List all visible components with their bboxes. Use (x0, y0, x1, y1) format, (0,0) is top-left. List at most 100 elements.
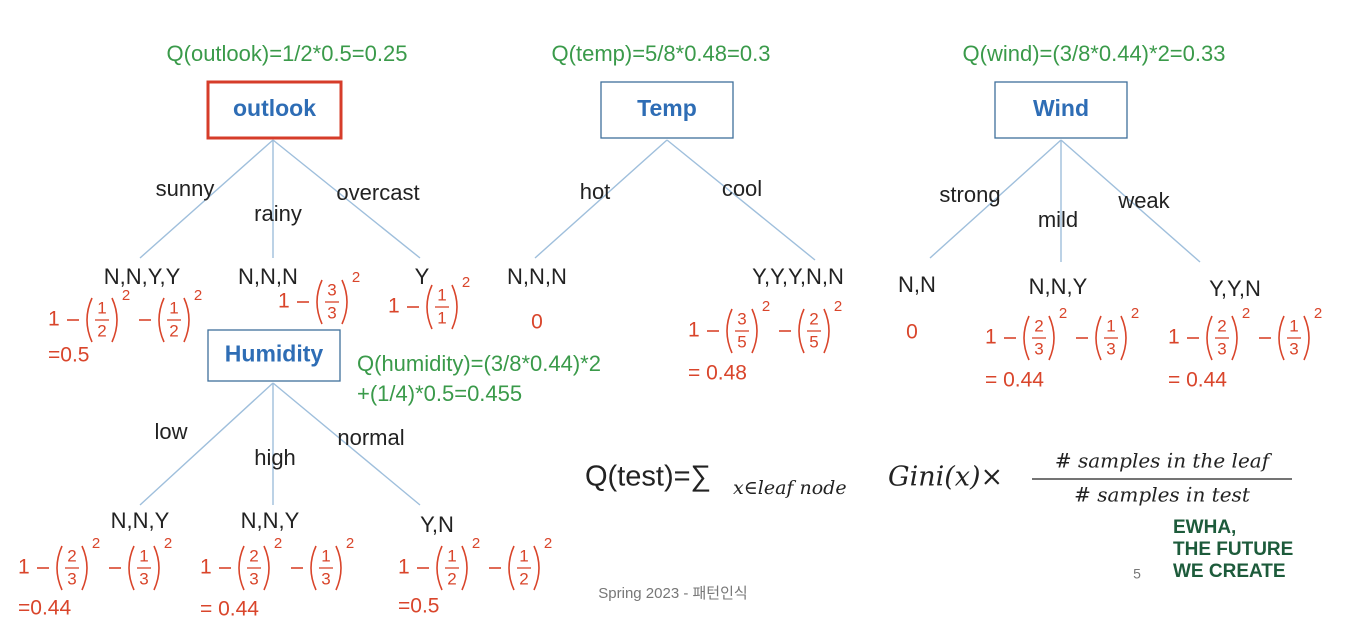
branch-label: rainy (254, 201, 302, 226)
paren (508, 545, 515, 591)
paren (461, 545, 468, 591)
leaf-label: Y,N (420, 512, 454, 537)
leaf-label: N,N,N (238, 264, 298, 289)
formula-denominator: # samples in test (1074, 483, 1251, 507)
node-box (600, 81, 734, 139)
quality-score: Q(temp)=5/8*0.48=0.3 (552, 41, 771, 66)
paren (823, 308, 830, 354)
node-label: Wind (1033, 95, 1089, 121)
exponent: 2 (92, 535, 100, 552)
exponent: 2 (1242, 305, 1250, 322)
gini-result: = 0.44 (1168, 369, 1227, 392)
leaf-label: N,N,Y (111, 508, 170, 533)
formula-lhs: Q(test)=∑ (585, 461, 711, 493)
gini-lead: 1 (48, 308, 60, 331)
paren (1303, 315, 1310, 361)
paren (726, 308, 733, 354)
formula-subscript: x∈leaf node (733, 477, 847, 499)
denominator: 5 (737, 332, 746, 351)
paren (111, 297, 118, 343)
formula-numerator: # samples in the leaf (1055, 449, 1273, 473)
denominator: 3 (1034, 339, 1043, 358)
logo-line: THE FUTURE (1173, 539, 1293, 560)
page-number: 5 (1133, 566, 1141, 582)
gini-result: =0.44 (18, 597, 71, 620)
numerator: 1 (1106, 316, 1115, 335)
exponent: 2 (122, 287, 130, 304)
numerator: 1 (321, 546, 330, 565)
branch (139, 382, 274, 506)
gini-result: 0 (531, 311, 543, 334)
exponent: 2 (834, 298, 842, 315)
exponent: 2 (1131, 305, 1139, 322)
paren (426, 284, 433, 330)
numerator: 1 (139, 546, 148, 565)
branch (139, 139, 274, 259)
gini-result: =0.5 (48, 344, 89, 367)
denominator: 2 (519, 569, 528, 588)
gini-result: 0 (906, 321, 918, 344)
quality-score: Q(humidity)=(3/8*0.44)*2 (357, 351, 601, 376)
leaf-label: N,N,N (507, 264, 567, 289)
branch (272, 139, 421, 259)
leaf-label: N,N,Y,Y (104, 264, 181, 289)
quality-score: Q(wind)=(3/8*0.44)*2=0.33 (963, 41, 1226, 66)
paren (751, 308, 758, 354)
denominator: 2 (169, 321, 178, 340)
node-box (207, 329, 341, 382)
paren (1023, 315, 1030, 361)
denominator: 1 (437, 308, 446, 327)
leaf-label: N,N,Y (241, 508, 300, 533)
leaf-label: N,N,Y (1029, 274, 1088, 299)
numerator: 1 (437, 285, 446, 304)
branch-label: normal (337, 425, 404, 450)
logo-line: WE CREATE (1173, 561, 1286, 582)
leaf-label: N,N (898, 272, 936, 297)
branch (272, 382, 421, 506)
numerator: 2 (1034, 316, 1043, 335)
numerator: 1 (447, 546, 456, 565)
exponent: 2 (274, 535, 282, 552)
paren (451, 284, 458, 330)
branch-label: weak (1117, 188, 1170, 213)
branch-label: mild (1038, 207, 1078, 232)
paren (86, 297, 93, 343)
denominator: 3 (327, 303, 336, 322)
denominator: 3 (1289, 339, 1298, 358)
branch-label: overcast (336, 180, 419, 205)
numerator: 2 (249, 546, 258, 565)
numerator: 1 (97, 298, 106, 317)
node-box (206, 80, 343, 140)
branch-label: low (154, 419, 187, 444)
denominator: 5 (809, 332, 818, 351)
paren (238, 545, 245, 591)
numerator: 1 (169, 298, 178, 317)
exponent: 2 (194, 287, 202, 304)
branch-label: high (254, 445, 296, 470)
branch (534, 139, 668, 259)
quality-score: +(1/4)*0.5=0.455 (357, 381, 522, 406)
paren (128, 545, 135, 591)
numerator: 3 (327, 280, 336, 299)
paren (1048, 315, 1055, 361)
branch (1060, 139, 1201, 263)
gini-lead: 1 (1168, 326, 1180, 349)
paren (1120, 315, 1127, 361)
denominator: 2 (447, 569, 456, 588)
gini-result: = 0.44 (200, 598, 259, 620)
paren (310, 545, 317, 591)
numerator: 1 (1289, 316, 1298, 335)
paren (158, 297, 165, 343)
exponent: 2 (544, 535, 552, 552)
paren (1206, 315, 1213, 361)
paren (1278, 315, 1285, 361)
exponent: 2 (1314, 305, 1322, 322)
gini-result: = 0.44 (985, 369, 1044, 392)
paren (798, 308, 805, 354)
paren (341, 279, 348, 325)
gini-result: = 0.48 (688, 362, 747, 385)
footer-course: Spring 2023 - 패턴인식 (598, 585, 747, 602)
paren (1231, 315, 1238, 361)
denominator: 3 (67, 569, 76, 588)
paren (1095, 315, 1102, 361)
